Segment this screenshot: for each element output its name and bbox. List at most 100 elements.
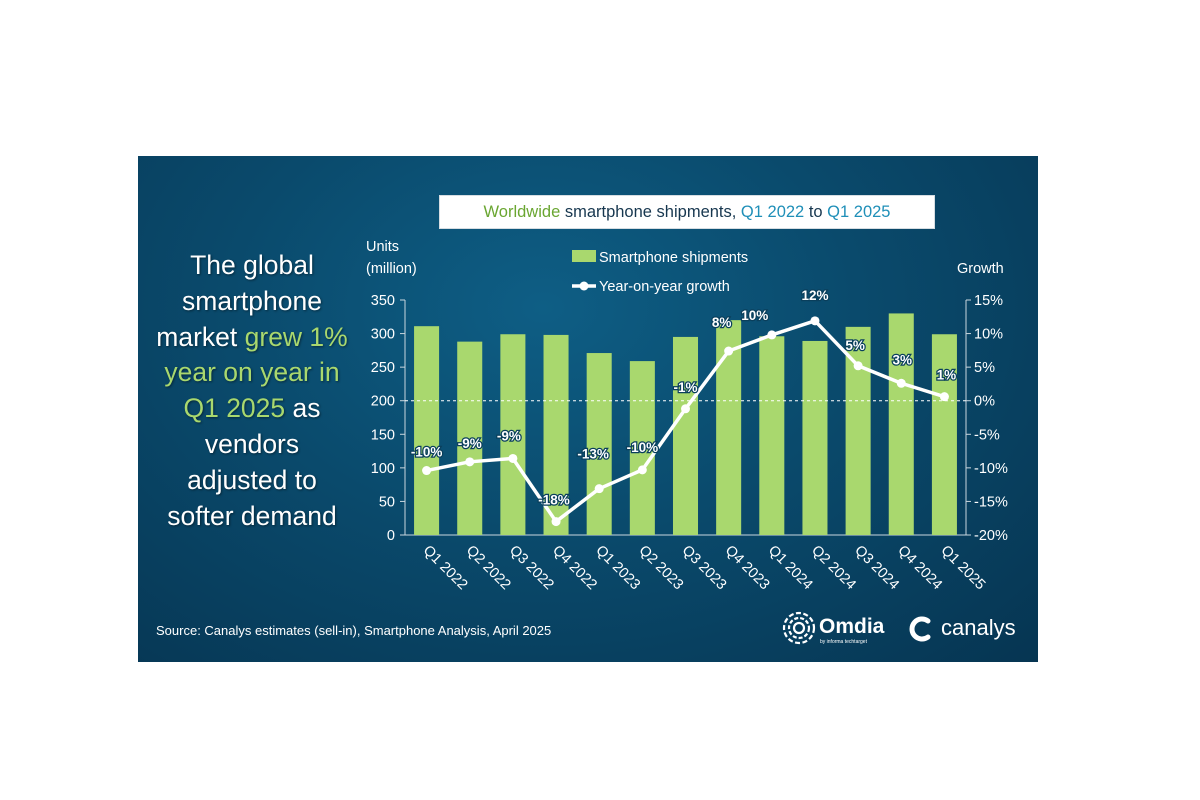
chart-title: Worldwide smartphone shipments, Q1 2022 … xyxy=(439,195,935,229)
chart-svg: 0 50 100 150 200 250 300 350 -20% -15% -10% -5% 0% 5%… xyxy=(366,239,1008,594)
canalys-logo-icon xyxy=(909,616,931,642)
legend-swatch-marker xyxy=(579,281,589,291)
bar xyxy=(759,336,785,535)
bar xyxy=(629,361,655,535)
y-tick-label-right: 5% xyxy=(974,360,995,376)
y-tick-label-left: 350 xyxy=(371,293,395,309)
growth-data-label: 3% xyxy=(893,352,913,367)
headline-text: as xyxy=(285,393,321,424)
y-tick-label-right: -15% xyxy=(974,494,1008,510)
bar xyxy=(414,326,440,535)
growth-data-label: 8% xyxy=(712,315,732,330)
legend-label-bar: Smartphone shipments xyxy=(599,250,748,266)
headline-highlight: Q1 2025 xyxy=(183,393,286,424)
source-note: Source: Canalys estimates (sell-in), Sma… xyxy=(156,623,552,638)
y-tick-label-left: 250 xyxy=(371,360,395,376)
growth-data-label: -1% xyxy=(673,380,697,395)
headline-line: Q1 2025 as xyxy=(138,391,366,427)
growth-point xyxy=(422,466,432,476)
headline: The global smartphone market grew 1% yea… xyxy=(138,248,366,534)
bar xyxy=(457,341,483,535)
growth-data-label: -9% xyxy=(458,436,482,451)
growth-data-label: -10% xyxy=(411,445,443,460)
growth-data-label: 1% xyxy=(937,368,957,383)
title-part: Q1 2022 xyxy=(740,203,805,221)
x-tick-label: Q2 2023 xyxy=(636,543,687,594)
omdia-logo-text: Omdia xyxy=(819,615,885,638)
growth-point xyxy=(681,404,690,414)
y-tick-label-right: 15% xyxy=(974,293,1003,309)
growth-data-label: -10% xyxy=(627,440,659,455)
canalys-logo-text: canalys xyxy=(941,615,1016,640)
bar xyxy=(672,336,699,535)
x-tick-label: Q3 2023 xyxy=(679,543,730,594)
growth-point xyxy=(896,378,906,388)
title-part: smartphone shipments, xyxy=(560,203,741,221)
x-tick-label: Q3 2024 xyxy=(851,543,902,594)
growth-point xyxy=(939,392,949,402)
bar xyxy=(586,353,612,535)
x-tick-label: Q2 2022 xyxy=(463,543,514,594)
growth-data-label: 12% xyxy=(801,288,828,303)
x-tick-label: Q1 2024 xyxy=(765,543,816,594)
growth-point xyxy=(594,484,604,494)
y-tick-label-right: -20% xyxy=(974,528,1008,544)
bar xyxy=(716,320,742,535)
headline-line: adjusted to xyxy=(187,464,317,495)
y-tick-label-right: -5% xyxy=(974,427,1000,443)
x-tick-label: Q1 2023 xyxy=(592,543,643,594)
bar xyxy=(802,340,828,535)
x-tick-label: Q4 2024 xyxy=(894,543,945,594)
growth-point xyxy=(810,316,820,326)
growth-point xyxy=(724,346,734,356)
title-part: to xyxy=(804,203,828,221)
growth-data-label: -18% xyxy=(538,493,570,508)
bar xyxy=(500,334,526,535)
growth-point xyxy=(637,465,647,475)
x-tick-label: Q1 2022 xyxy=(420,543,471,594)
x-tick-label: Q1 2025 xyxy=(938,543,989,594)
growth-data-label: -9% xyxy=(497,428,521,443)
y-tick-label-left: 150 xyxy=(371,427,395,443)
y-tick-label-left: 0 xyxy=(387,528,395,544)
y-tick-label-left: 300 xyxy=(371,327,395,343)
headline-highlight: grew 1% xyxy=(244,321,348,352)
growth-point xyxy=(853,361,863,371)
y-tick-label-right: -10% xyxy=(974,461,1008,477)
y-tick-label-left: 50 xyxy=(379,494,395,510)
growth-point xyxy=(508,453,518,463)
growth-point xyxy=(465,457,475,467)
headline-highlight: year on year in xyxy=(164,357,340,388)
y-tick-label-left: 100 xyxy=(371,461,395,477)
title-part: Q1 2025 xyxy=(827,203,891,221)
headline-line: The global xyxy=(190,250,314,280)
y-tick-label-right: 10% xyxy=(974,327,1003,343)
omdia-logo-subtext: by informa techtarget xyxy=(820,639,868,645)
x-tick-label: Q2 2024 xyxy=(808,543,859,594)
legend-swatch-bar xyxy=(572,250,596,262)
x-tick-label: Q3 2022 xyxy=(506,543,557,594)
omdia-logo-icon xyxy=(782,611,816,645)
x-tick-label: Q4 2023 xyxy=(722,543,773,594)
y-axis-title-right: Growth xyxy=(957,261,1004,277)
logos: Omdia by informa techtarget canalys xyxy=(782,611,1016,645)
growth-data-label: -13% xyxy=(577,447,609,462)
y-axis-title-left: Units xyxy=(366,239,399,255)
bar xyxy=(888,313,914,535)
legend-label-line: Year-on-year growth xyxy=(599,279,730,295)
headline-text: market xyxy=(156,321,245,352)
bar xyxy=(543,334,569,535)
headline-line: market grew 1% xyxy=(138,320,366,356)
growth-data-label: 5% xyxy=(845,338,865,353)
headline-line: smartphone xyxy=(182,285,322,316)
x-tick-label: Q4 2022 xyxy=(549,543,600,594)
y-tick-label-right: 0% xyxy=(974,394,995,410)
title-part: Worldwide xyxy=(483,203,561,221)
growth-point xyxy=(767,330,777,340)
headline-line: vendors xyxy=(204,428,300,459)
headline-line: softer demand xyxy=(167,500,337,531)
y-axis-title-left: (million) xyxy=(366,261,417,277)
chart-panel: The global smartphone market grew 1% yea… xyxy=(138,156,1038,662)
bar xyxy=(931,334,957,535)
growth-data-label: 10% xyxy=(741,308,768,323)
